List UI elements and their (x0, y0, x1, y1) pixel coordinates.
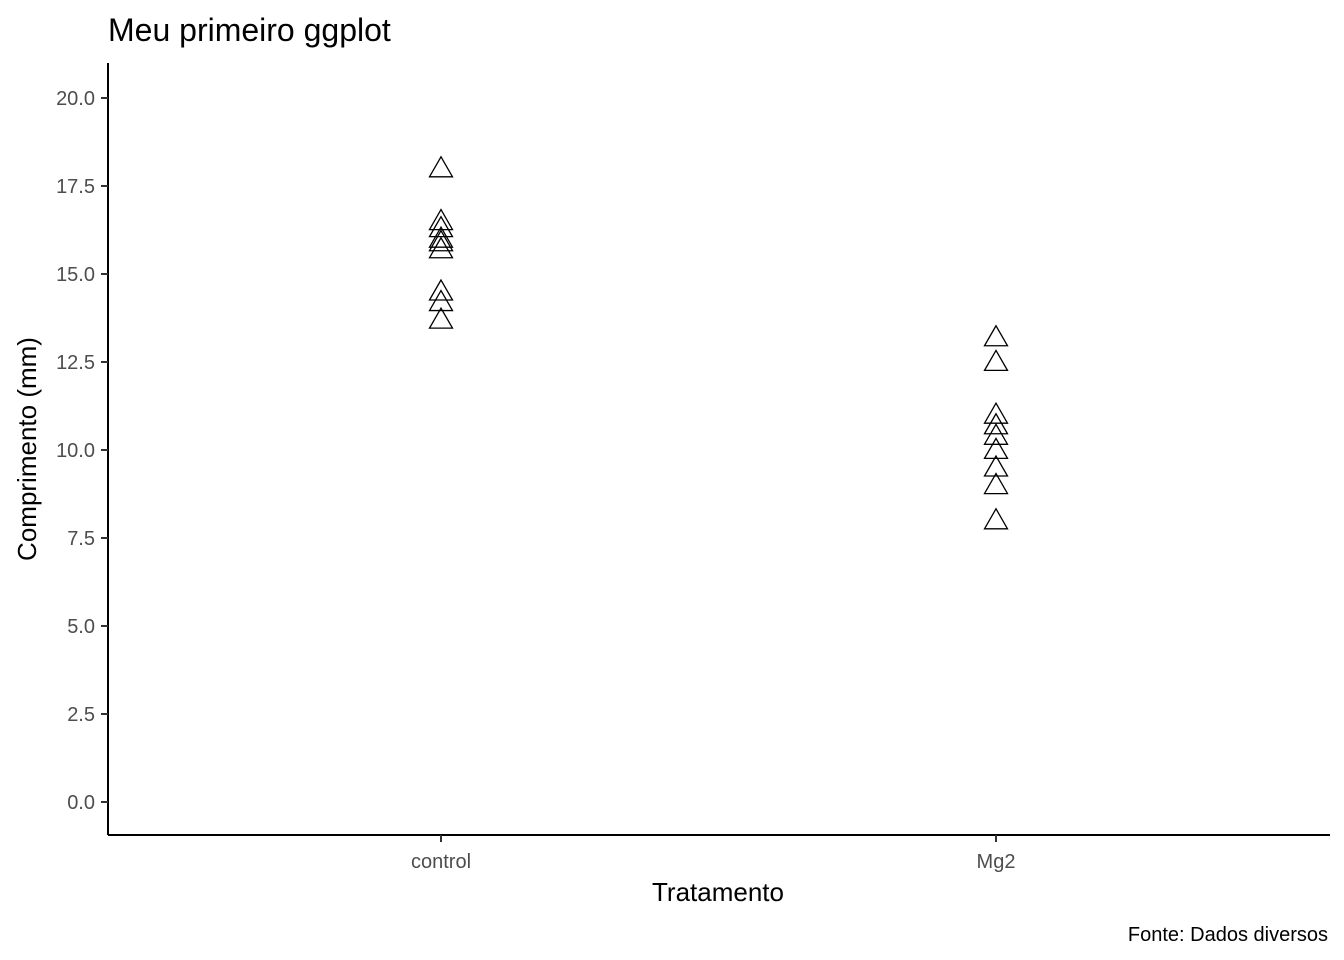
y-axis-title: Comprimento (mm) (12, 337, 42, 561)
data-point (983, 472, 1009, 495)
data-point (428, 236, 454, 259)
plot-area: 0.0 2.5 5.0 7.5 10.0 12.5 15.0 17.5 20.0 control M… (56, 63, 1330, 873)
y-tick-label: 20.0 (56, 88, 95, 110)
data-point (983, 423, 1009, 445)
data-point (983, 437, 1009, 460)
data-point (428, 229, 454, 252)
y-tick-label: 5.0 (67, 616, 95, 638)
x-axis-title: Tratamento (652, 877, 784, 907)
data-point (428, 278, 454, 301)
y-tick-label: 12.5 (56, 352, 95, 374)
y-tick-label: 15.0 (56, 264, 95, 286)
data-point (428, 225, 454, 248)
chart-caption: Fonte: Dados diversos (1128, 924, 1328, 946)
data-point (983, 507, 1009, 530)
data-point (428, 155, 454, 178)
y-tick-label: 0.0 (67, 792, 95, 814)
x-tick-label: Mg2 (977, 851, 1016, 873)
data-point (983, 454, 1009, 477)
data-point (983, 324, 1009, 347)
y-tick-label: 10.0 (56, 440, 95, 462)
x-tick-label: control (411, 851, 471, 873)
data-point (428, 289, 454, 312)
chart-title: Meu primeiro ggplot (108, 12, 391, 48)
y-tick-label: 2.5 (67, 704, 95, 726)
y-tick-label: 17.5 (56, 176, 95, 198)
data-point (983, 412, 1009, 435)
data-point (983, 349, 1009, 372)
y-tick-label: 7.5 (67, 528, 95, 550)
data-point (428, 306, 454, 329)
